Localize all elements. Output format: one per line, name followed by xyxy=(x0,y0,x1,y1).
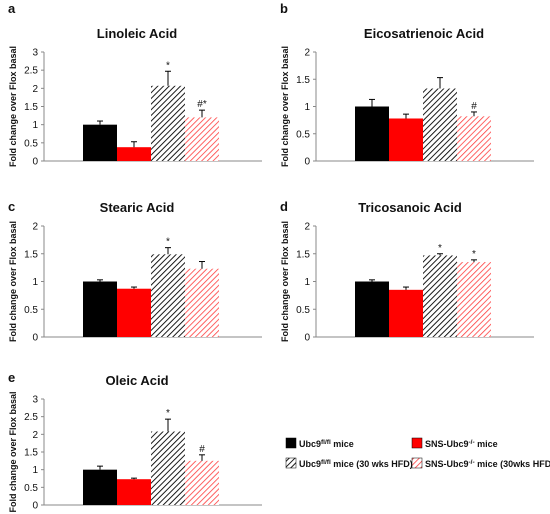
bar xyxy=(389,289,423,337)
significance-annotation: # xyxy=(199,444,205,455)
bar xyxy=(117,479,151,505)
y-tick-label: 0 xyxy=(304,333,310,344)
chart-title: Tricosanoic Acid xyxy=(358,200,462,215)
y-axis-label: Fold change over Flox basal xyxy=(8,221,18,342)
y-axis-label: Fold change over Flox basal xyxy=(8,46,18,167)
bar xyxy=(151,85,185,161)
bar xyxy=(151,431,185,505)
bar xyxy=(83,124,117,161)
y-tick-label: 1.5 xyxy=(296,75,310,86)
y-tick-label: 1 xyxy=(32,120,38,131)
legend-swatch xyxy=(285,437,297,449)
y-tick-label: 3 xyxy=(32,48,38,59)
bar xyxy=(185,460,219,505)
y-tick-label: 1.5 xyxy=(24,102,38,113)
bar xyxy=(117,147,151,161)
legend-label: SNS-Ubc9-/- mice (30wks HFD) xyxy=(425,459,550,470)
y-tick-label: 0 xyxy=(32,333,38,344)
y-tick-label: 2.5 xyxy=(24,412,38,423)
y-tick-label: 2 xyxy=(304,48,310,59)
legend-item: SNS-Ubc9-/- mice xyxy=(411,437,498,450)
y-tick-label: 1.5 xyxy=(296,249,310,260)
legend-label: Ubc9fl/fl mice (30 wks HFD) xyxy=(299,459,413,470)
y-axis-label: Fold change over Flox basal xyxy=(280,221,290,342)
y-tick-label: 3 xyxy=(32,395,38,406)
chart-panel-a: a Linoleic Acid 0 0.5 1 1.5 2 2.5 3 Fold change o… xyxy=(8,1,262,168)
bar xyxy=(389,118,423,161)
chart-title: Linoleic Acid xyxy=(97,26,177,41)
legend-item: SNS-Ubc9-/- mice (30wks HFD) xyxy=(411,457,550,470)
bar xyxy=(151,254,185,337)
y-tick-label: 0.5 xyxy=(296,305,310,316)
y-tick-label: 2.5 xyxy=(24,66,38,77)
y-tick-label: 2 xyxy=(32,430,38,441)
bar xyxy=(83,281,117,337)
significance-annotation: * xyxy=(438,243,442,254)
y-axis-label: Fold change over Flox basal xyxy=(8,391,18,512)
legend-item: Ubc9fl/fl mice xyxy=(285,437,354,450)
bar xyxy=(457,116,491,161)
bar xyxy=(117,288,151,337)
legend-swatch xyxy=(285,457,297,469)
bar xyxy=(185,268,219,337)
bar xyxy=(355,281,389,337)
legend: Ubc9fl/fl mice SNS-Ubc9-/- mice Ubc9fl/fl … xyxy=(285,437,550,470)
y-tick-label: 0.5 xyxy=(24,138,38,149)
chart-title: Eicosatrienoic Acid xyxy=(364,26,484,41)
chart-panel-d: d Tricosanoic Acid 0 0.5 1 1.5 2 Fold change ov… xyxy=(280,199,534,344)
panel-letter: d xyxy=(280,199,288,214)
y-tick-label: 0.5 xyxy=(296,129,310,140)
y-tick-label: 1 xyxy=(304,102,310,113)
chart-title: Oleic Acid xyxy=(105,373,168,388)
y-tick-label: 1 xyxy=(32,277,38,288)
chart-panel-b: b Eicosatrienoic Acid 0 0.5 1 1.5 2 Fold change… xyxy=(280,1,534,168)
panel-letter: c xyxy=(8,199,15,214)
y-tick-label: 1.5 xyxy=(24,448,38,459)
y-tick-label: 1.5 xyxy=(24,249,38,260)
significance-annotation: * xyxy=(472,249,476,260)
significance-annotation: * xyxy=(166,408,170,419)
panel-letter: e xyxy=(8,370,15,385)
chart-panel-c: c Stearic Acid 0 0.5 1 1.5 2 Fold change over F… xyxy=(8,199,262,344)
y-tick-label: 0 xyxy=(32,501,38,512)
legend-label: Ubc9fl/fl mice xyxy=(299,439,354,450)
panels: a Linoleic Acid 0 0.5 1 1.5 2 2.5 3 Fold change o… xyxy=(8,1,534,513)
y-tick-label: 0 xyxy=(32,157,38,168)
legend-label: SNS-Ubc9-/- mice xyxy=(425,439,498,450)
bar xyxy=(457,262,491,337)
significance-annotation: #* xyxy=(197,99,207,110)
y-tick-label: 0 xyxy=(304,157,310,168)
legend-swatch xyxy=(411,437,423,449)
chart-title: Stearic Acid xyxy=(100,200,175,215)
significance-annotation: * xyxy=(166,237,170,248)
panel-letter: a xyxy=(8,1,16,16)
y-tick-label: 2 xyxy=(32,222,38,233)
panel-letter: b xyxy=(280,1,288,16)
legend-swatch xyxy=(411,457,423,469)
significance-annotation: * xyxy=(166,60,170,71)
legend-item: Ubc9fl/fl mice (30 wks HFD) xyxy=(285,457,413,470)
y-tick-label: 2 xyxy=(32,84,38,95)
bar xyxy=(355,106,389,161)
bar xyxy=(423,255,457,337)
bar xyxy=(83,469,117,505)
y-tick-label: 0.5 xyxy=(24,305,38,316)
chart-panel-e: e Oleic Acid 0 0.5 1 1.5 2 2.5 3 Fold change over… xyxy=(8,370,262,513)
y-tick-label: 0.5 xyxy=(24,483,38,494)
y-tick-label: 1 xyxy=(304,277,310,288)
y-axis-label: Fold change over Flox basal xyxy=(280,46,290,167)
y-tick-label: 2 xyxy=(304,222,310,233)
y-tick-label: 1 xyxy=(32,465,38,476)
significance-annotation: # xyxy=(471,101,477,112)
bar xyxy=(423,88,457,161)
bar xyxy=(185,117,219,161)
